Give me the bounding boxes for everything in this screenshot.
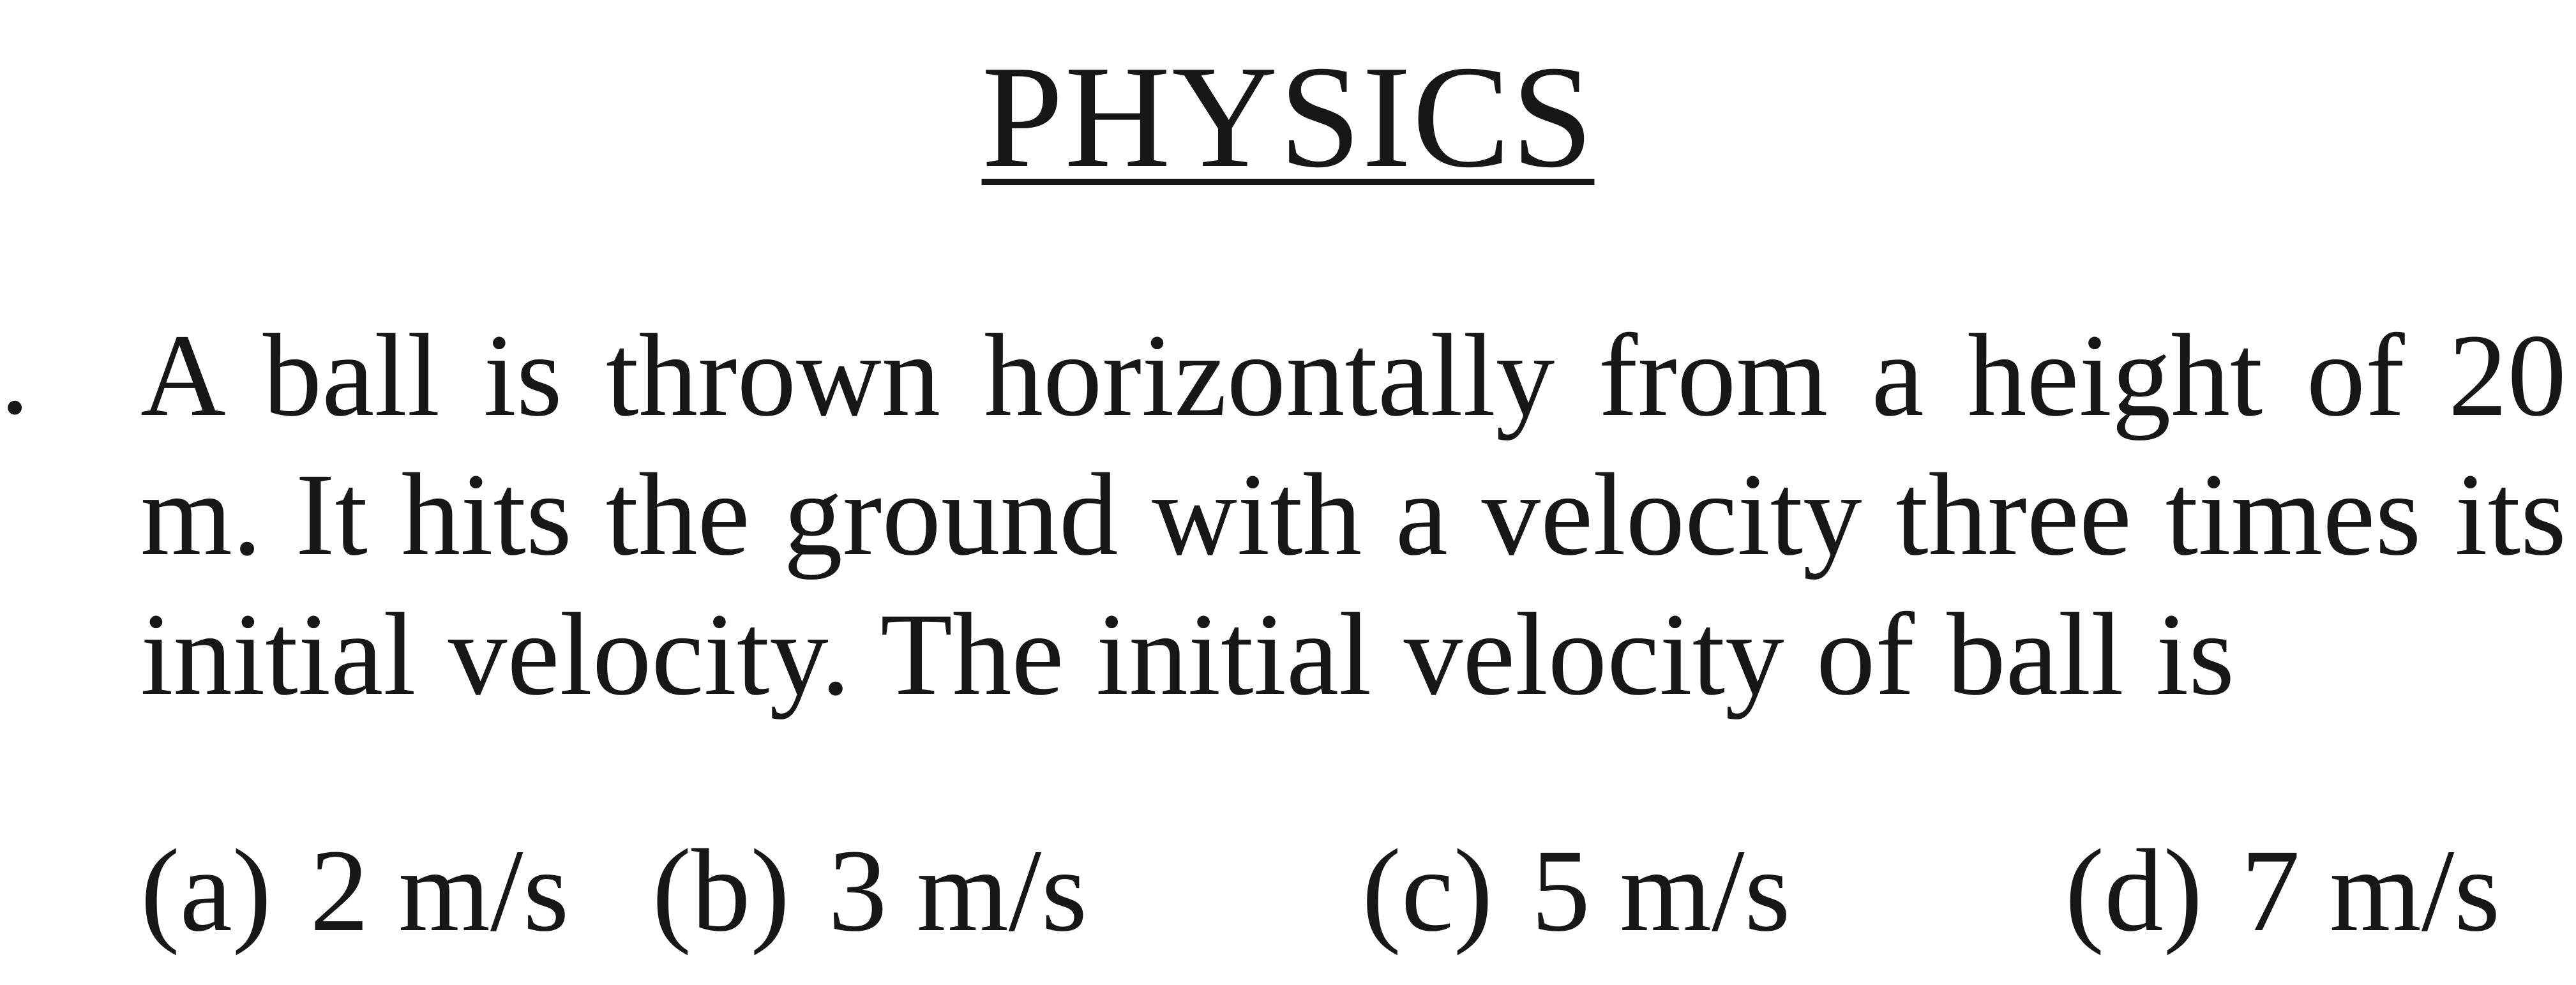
option-c: (c) 5 m/s <box>1362 823 1790 959</box>
option-b: (b) 3 m/s <box>652 823 1087 959</box>
option-b-label: (b) <box>652 823 790 959</box>
question-number: . <box>0 306 29 442</box>
page: PHYSICS . A ball is thrown horizontally … <box>0 0 2576 985</box>
option-a: (a) 2 m/s <box>140 823 569 959</box>
options-row: (a) 2 m/s (b) 3 m/s (c) 5 m/s (d) 7 m/s <box>140 823 2566 959</box>
section-title: PHYSICS <box>0 32 2576 201</box>
option-d: (d) 7 m/s <box>2065 823 2501 959</box>
option-b-value: 3 m/s <box>828 823 1087 959</box>
option-d-label: (d) <box>2065 823 2203 959</box>
question-text: A ball is thrown horizontally from a hei… <box>140 306 2566 725</box>
option-d-value: 7 m/s <box>2241 823 2500 959</box>
option-c-label: (c) <box>1362 823 1493 959</box>
option-c-value: 5 m/s <box>1531 823 1790 959</box>
option-a-label: (a) <box>140 823 271 959</box>
option-a-value: 2 m/s <box>310 823 569 959</box>
